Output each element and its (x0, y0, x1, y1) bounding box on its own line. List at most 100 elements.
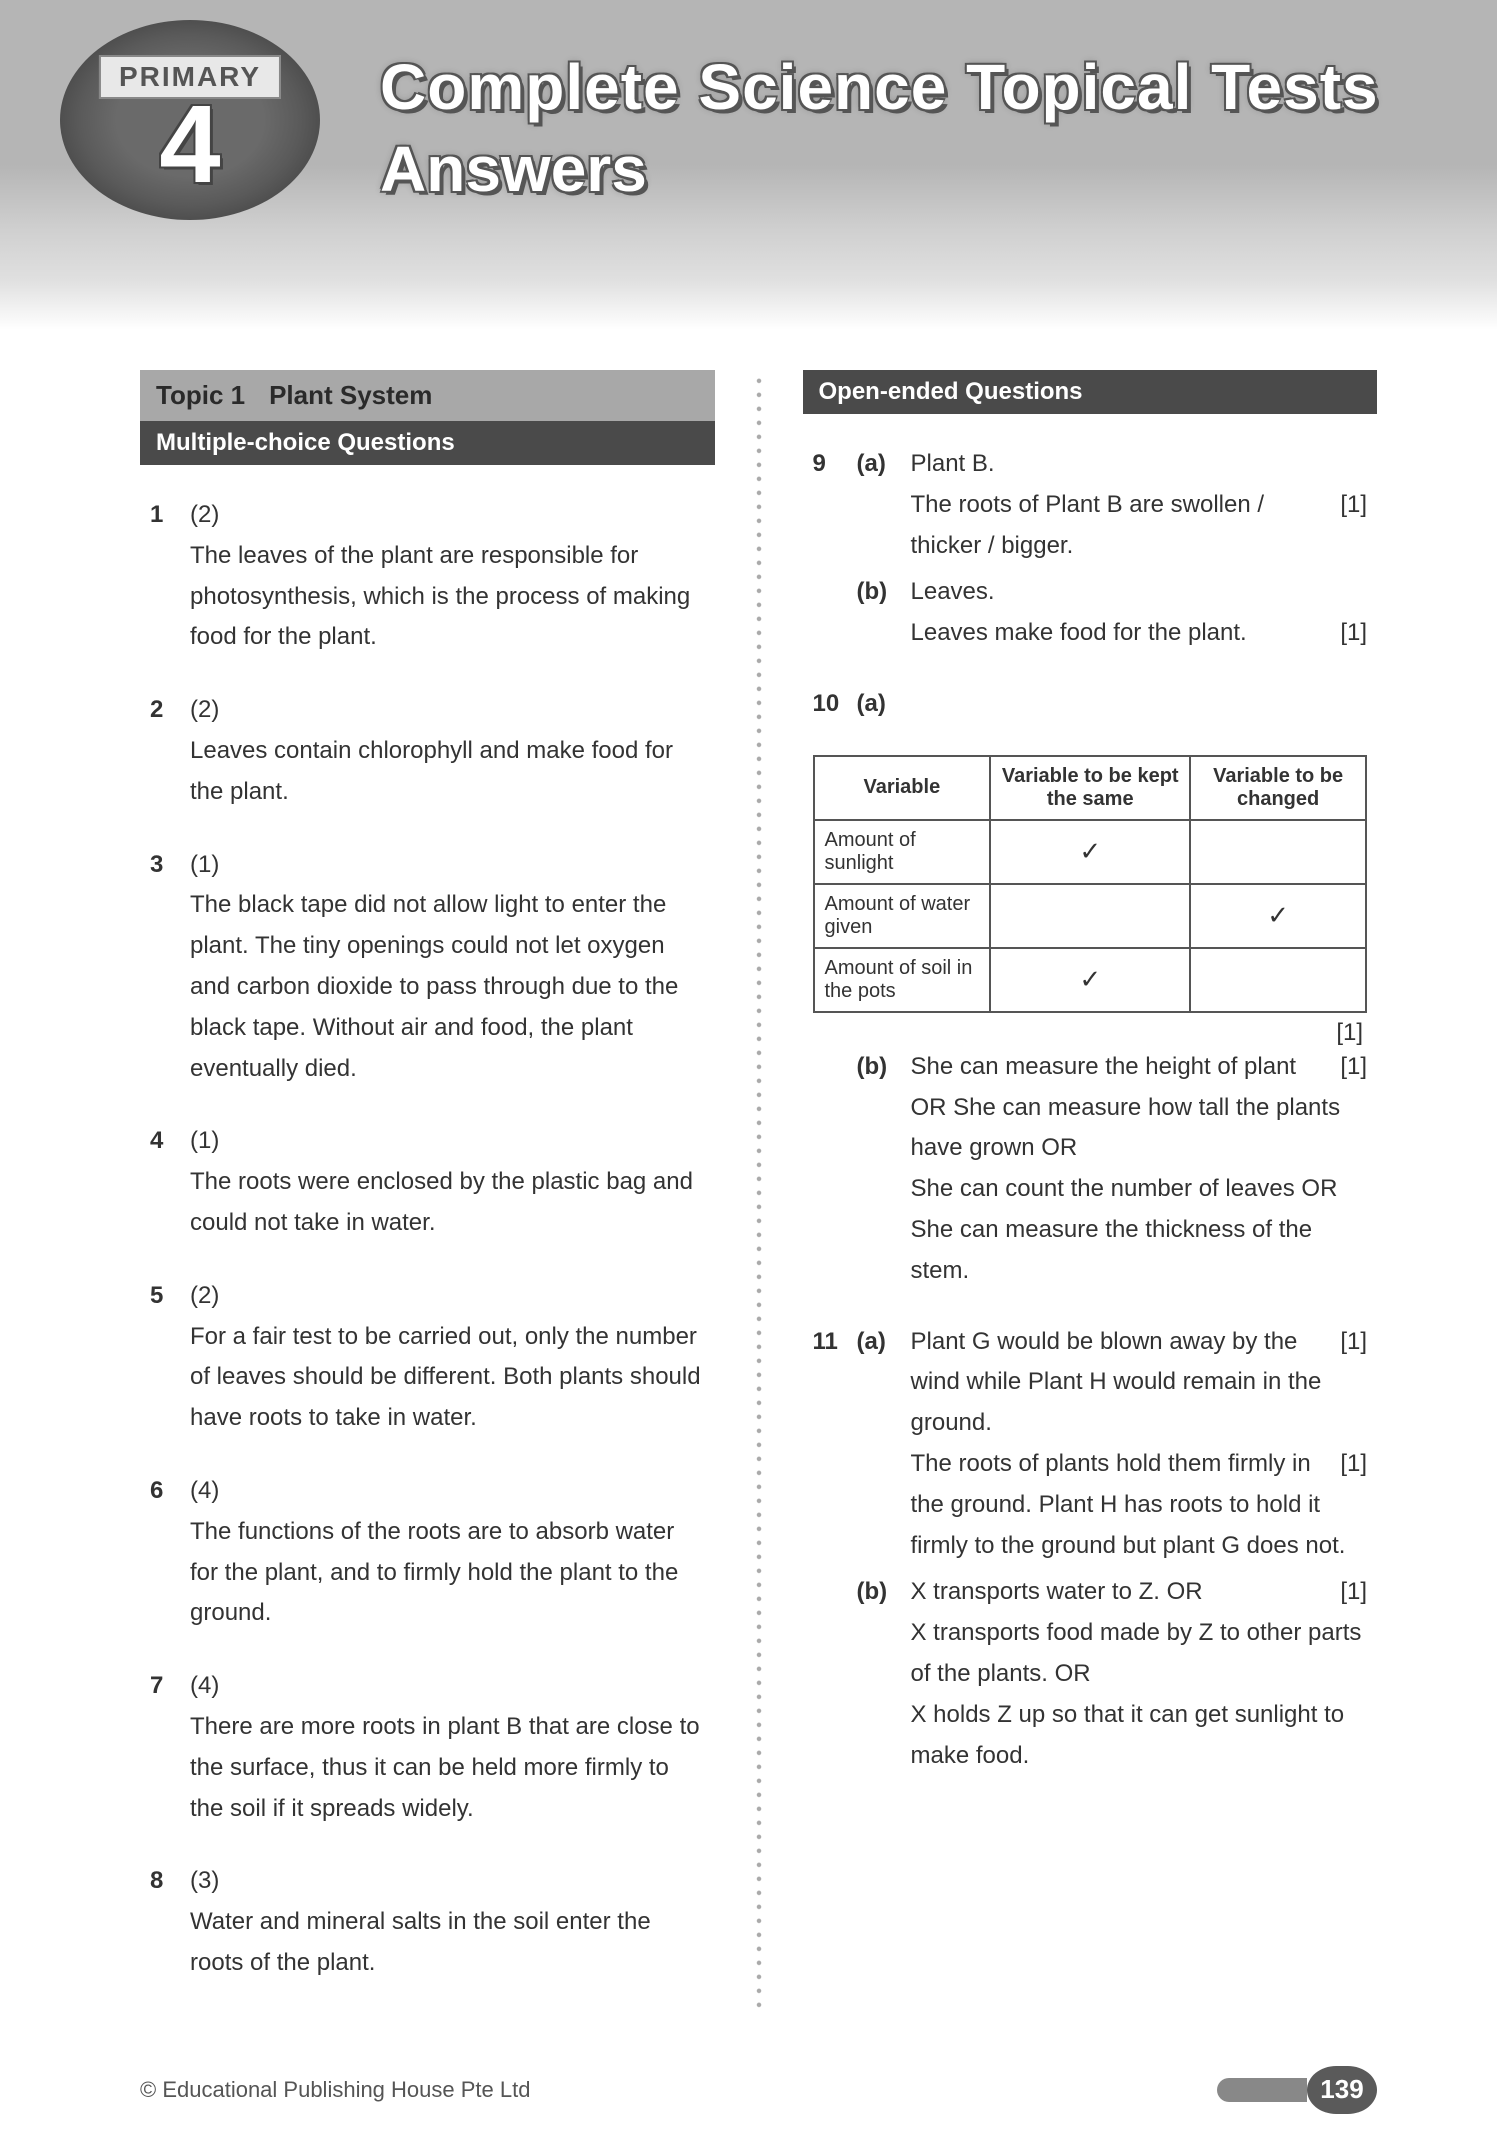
q-body: (4)There are more roots in plant B that … (190, 1666, 705, 1829)
answer-text: Leaves. (911, 572, 1368, 613)
part-label: (b) (857, 1047, 911, 1292)
right-column: Open-ended Questions 9 (a) Plant B. [1]T… (803, 370, 1378, 2016)
q-explanation: Leaves contain chlorophyll and make food… (190, 731, 705, 813)
mcq-item: 6(4)The functions of the roots are to ab… (150, 1471, 705, 1634)
mark: [1] (813, 1019, 1368, 1047)
column-divider (755, 370, 763, 2016)
q-body: (1)The roots were enclosed by the plasti… (190, 1121, 705, 1243)
topic-name: Plant System (269, 380, 432, 411)
part-body: Leaves. [1]Leaves make food for the plan… (911, 572, 1368, 654)
mcq-item: 8(3)Water and mineral salts in the soil … (150, 1861, 705, 1983)
part-label: (a) (857, 684, 911, 725)
part-label: (a) (857, 1322, 911, 1567)
q-explanation: The roots were enclosed by the plastic b… (190, 1162, 705, 1244)
mcq-item: 5(2)For a fair test to be carried out, o… (150, 1276, 705, 1439)
table-row: Amount of water given ✓ (814, 884, 1367, 948)
q-answer: (4) (190, 1666, 705, 1707)
variable-table: Variable Variable to be kept the same Va… (813, 755, 1368, 1013)
mark: [1] (1340, 485, 1367, 526)
table-cell: ✓ (1190, 884, 1366, 948)
q-explanation: For a fair test to be carried out, only … (190, 1317, 705, 1439)
left-column: Topic 1 Plant System Multiple-choice Que… (140, 370, 715, 2016)
q-explanation: The functions of the roots are to absorb… (190, 1512, 705, 1634)
answer-text: [1]The roots of plants hold them firmly … (911, 1444, 1368, 1566)
q-answer: (1) (190, 845, 705, 886)
table-row: Amount of sunlight✓ (814, 820, 1367, 884)
table-cell: Amount of sunlight (814, 820, 991, 884)
content-area: Topic 1 Plant System Multiple-choice Que… (0, 330, 1497, 2046)
mark: [1] (1340, 1047, 1367, 1088)
mark: [1] (1340, 1572, 1367, 1613)
table-cell (1190, 948, 1366, 1012)
q-explanation: The leaves of the plant are responsible … (190, 536, 705, 658)
oeq-list: 9 (a) Plant B. [1]The roots of Plant B a… (803, 414, 1378, 1782)
mcq-item: 3(1)The black tape did not allow light t… (150, 845, 705, 1090)
q-number: 7 (150, 1666, 190, 1829)
mark: [1] (1340, 613, 1367, 654)
level-number: 4 (159, 90, 220, 200)
table-header: Variable to be changed (1190, 756, 1366, 820)
q-explanation: There are more roots in plant B that are… (190, 1707, 705, 1829)
question-9: 9 (a) Plant B. [1]The roots of Plant B a… (813, 444, 1368, 660)
page-number: 139 (1307, 2066, 1377, 2114)
q-body: (2)For a fair test to be carried out, on… (190, 1276, 705, 1439)
q-number: 11 (813, 1322, 857, 1783)
title-line1: Complete Science Topical Tests (380, 50, 1379, 124)
page-header: PRIMARY 4 Complete Science Topical Tests… (0, 0, 1497, 330)
mcq-item: 1(2)The leaves of the plant are responsi… (150, 495, 705, 658)
part-body: [1] X transports water to Z. ORX transpo… (911, 1572, 1368, 1776)
mcq-item: 2(2)Leaves contain chlorophyll and make … (150, 690, 705, 812)
answer-text: [1]Leaves make food for the plant. (911, 613, 1368, 654)
q-number: 5 (150, 1276, 190, 1439)
part-label: (b) (857, 572, 911, 654)
topic-label: Topic 1 (156, 380, 245, 411)
mcq-list: 1(2)The leaves of the plant are responsi… (140, 465, 715, 1984)
q-body: (2)The leaves of the plant are responsib… (190, 495, 705, 658)
q-number: 3 (150, 845, 190, 1090)
table-header: Variable (814, 756, 991, 820)
table-cell: ✓ (990, 948, 1190, 1012)
part-body: [1]Plant G would be blown away by the wi… (911, 1322, 1368, 1567)
mcq-item: 4(1)The roots were enclosed by the plast… (150, 1121, 705, 1243)
answer-text: She can measure the height of plant OR S… (911, 1053, 1341, 1284)
q-explanation: Water and mineral salts in the soil ente… (190, 1902, 705, 1984)
part-body (911, 684, 1368, 725)
mcq-item: 7(4)There are more roots in plant B that… (150, 1666, 705, 1829)
answer-text: [1]Plant G would be blown away by the wi… (911, 1322, 1368, 1444)
table-header: Variable to be kept the same (990, 756, 1190, 820)
answer-text: [1]The roots of Plant B are swollen / th… (911, 485, 1368, 567)
q-number: 10 (813, 684, 857, 731)
topic-bar: Topic 1 Plant System (140, 370, 715, 421)
answer-text: Plant B. (911, 444, 1368, 485)
mark: [1] (1340, 1444, 1367, 1485)
copyright: © Educational Publishing House Pte Ltd (140, 2077, 530, 2103)
q-number: 6 (150, 1471, 190, 1634)
part-body: [1] She can measure the height of plant … (911, 1047, 1368, 1292)
page-footer: © Educational Publishing House Pte Ltd 1… (0, 2046, 1497, 2154)
q-answer: (4) (190, 1471, 705, 1512)
answer-text: X transports water to Z. ORX transports … (911, 1578, 1362, 1768)
table-cell: ✓ (990, 820, 1190, 884)
table-cell (990, 884, 1190, 948)
q-body: (3)Water and mineral salts in the soil e… (190, 1861, 705, 1983)
title-line2: Answers (380, 132, 1379, 206)
mark: [1] (1340, 1322, 1367, 1363)
question-10: 10 (a) (813, 684, 1368, 731)
q-body: (2)Leaves contain chlorophyll and make f… (190, 690, 705, 812)
q-explanation: The black tape did not allow light to en… (190, 885, 705, 1089)
part-label: (a) (857, 444, 911, 566)
q-number: 8 (150, 1861, 190, 1983)
table-row: Amount of soil in the pots✓ (814, 948, 1367, 1012)
q-answer: (2) (190, 1276, 705, 1317)
q-number: 9 (813, 444, 857, 660)
table-cell: Amount of soil in the pots (814, 948, 991, 1012)
q-answer: (2) (190, 690, 705, 731)
q-answer: (3) (190, 1861, 705, 1902)
q-number: 1 (150, 495, 190, 658)
header-title: Complete Science Topical Tests Answers (380, 50, 1379, 206)
q-answer: (1) (190, 1121, 705, 1162)
part-body: Plant B. [1]The roots of Plant B are swo… (911, 444, 1368, 566)
table-cell: Amount of water given (814, 884, 991, 948)
question-11: 11 (a) [1]Plant G would be blown away by… (813, 1322, 1368, 1783)
q-body: (1)The black tape did not allow light to… (190, 845, 705, 1090)
